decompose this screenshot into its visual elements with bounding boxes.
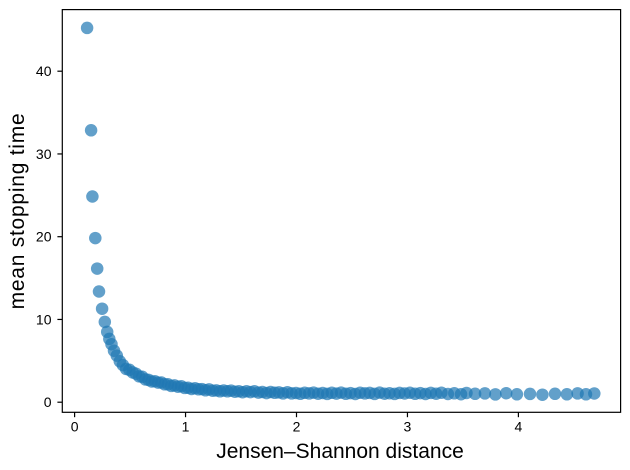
svg-text:10: 10 bbox=[36, 311, 52, 327]
svg-text:4: 4 bbox=[515, 419, 523, 435]
svg-text:30: 30 bbox=[36, 146, 52, 162]
svg-text:0: 0 bbox=[44, 394, 52, 410]
svg-text:0: 0 bbox=[71, 419, 79, 435]
svg-text:40: 40 bbox=[36, 63, 52, 79]
svg-text:3: 3 bbox=[404, 419, 412, 435]
svg-text:mean stopping time: mean stopping time bbox=[6, 113, 29, 310]
svg-text:Jensen–Shannon distance: Jensen–Shannon distance bbox=[216, 440, 464, 463]
svg-text:1: 1 bbox=[182, 419, 190, 435]
svg-text:2: 2 bbox=[293, 419, 301, 435]
svg-text:20: 20 bbox=[36, 229, 52, 245]
